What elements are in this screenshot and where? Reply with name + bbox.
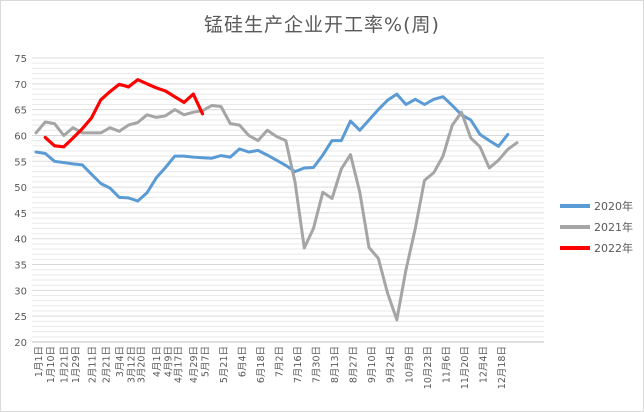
legend-item: 2021年 (560, 216, 644, 237)
legend-swatch (560, 203, 590, 208)
x-tick-label: 11月20日 (460, 346, 471, 389)
legend-swatch (560, 245, 590, 250)
legend-item: 2020年 (560, 195, 644, 216)
y-tick-label: 60 (14, 131, 27, 142)
y-tick-label: 25 (14, 312, 27, 323)
x-tick-label: 1月21日 (60, 346, 71, 383)
y-tick-label: 50 (14, 183, 27, 194)
y-tick-label: 20 (14, 338, 27, 349)
legend-swatch (560, 224, 590, 229)
x-tick-label: 5月7日 (200, 346, 211, 377)
x-tick-label: 3月12日 (126, 346, 137, 383)
x-tick-label: 7月30日 (311, 346, 322, 383)
y-tick-label: 55 (14, 157, 27, 168)
y-tick-label: 65 (14, 106, 27, 117)
x-tick-label: 3月4日 (115, 346, 126, 377)
x-tick-label: 7月2日 (274, 346, 285, 377)
legend-label: 2020年 (594, 199, 633, 213)
y-tick-label: 40 (14, 235, 27, 246)
y-tick-label: 70 (14, 80, 27, 91)
legend-item: 2022年 (560, 237, 644, 258)
x-tick-label: 6月4日 (237, 346, 248, 377)
x-tick-label: 4月1日 (152, 346, 163, 377)
x-tick-label: 9月10日 (367, 346, 378, 383)
x-tick-label: 5月21日 (219, 346, 230, 383)
x-tick-label: 8月27日 (348, 346, 359, 383)
x-tick-label: 2月21日 (101, 346, 112, 383)
x-tick-label: 12月4日 (479, 346, 490, 383)
x-tick-label: 4月17日 (173, 346, 184, 383)
x-tick-label: 1月10日 (46, 346, 57, 383)
legend-label: 2022年 (594, 241, 633, 255)
x-tick-label: 10月9日 (405, 346, 416, 383)
series-line-2020年 (34, 92, 510, 203)
x-tick-label: 11月6日 (442, 346, 453, 383)
y-tick-label: 30 (14, 286, 27, 297)
series-line-2021年 (34, 104, 519, 322)
y-tick-label: 45 (14, 209, 27, 220)
series-line-2022年 (43, 78, 205, 149)
x-tick-label: 4月9日 (163, 346, 174, 377)
legend-label: 2021年 (594, 220, 633, 234)
x-tick-label: 3月20日 (136, 346, 147, 383)
y-tick-label: 35 (14, 261, 27, 272)
x-tick-label: 1月1日 (34, 346, 45, 377)
chart-title: 锰硅生产企业开工率%(周) (204, 14, 440, 36)
x-tick-label: 10月23日 (423, 346, 434, 389)
y-tick-label: 75 (14, 54, 27, 65)
chart-legend: 2020年 2021年 2022年 (560, 195, 644, 258)
x-tick-label: 6月18日 (256, 346, 267, 383)
x-tick-label: 4月29日 (189, 346, 200, 383)
x-tick-label: 2月11日 (87, 346, 98, 383)
x-tick-label: 1月29日 (71, 346, 82, 383)
x-tick-label: 9月24日 (385, 346, 396, 383)
x-tick-label: 7月16日 (293, 346, 304, 383)
x-tick-label: 12月18日 (497, 346, 508, 389)
x-tick-label: 8月13日 (330, 346, 341, 383)
